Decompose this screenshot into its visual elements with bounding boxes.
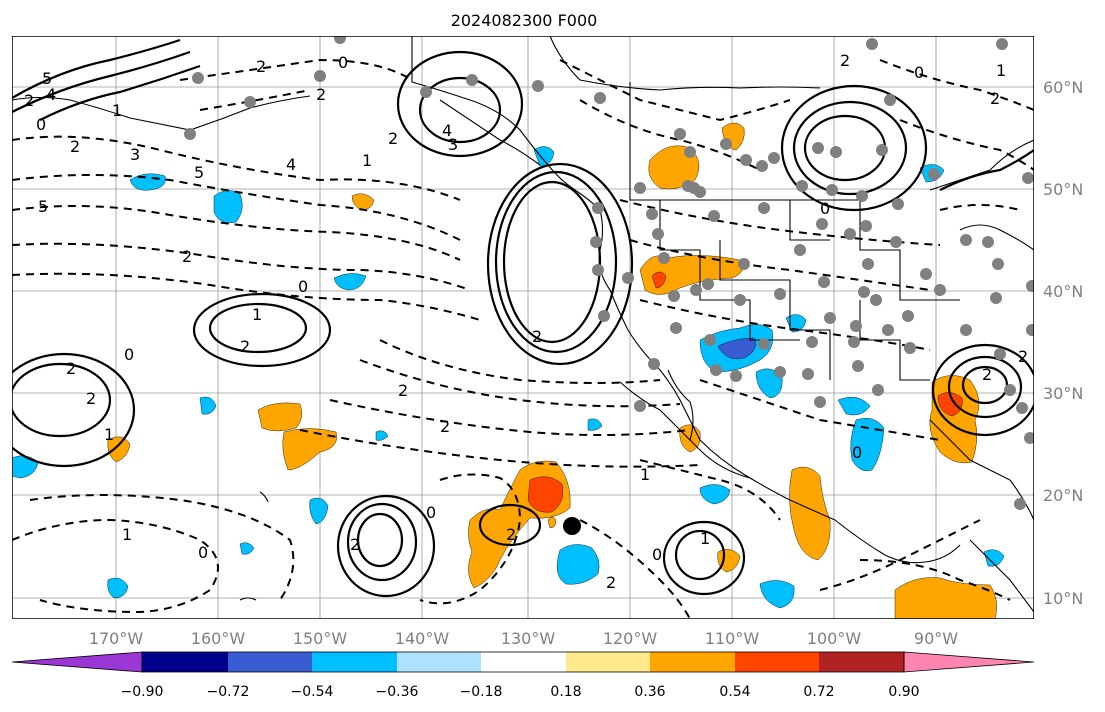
- colorbar-tick-labels: −0.90 −0.72 −0.54 −0.36 −0.18 0.18 0.36 …: [121, 684, 920, 700]
- svg-text:4: 4: [286, 155, 296, 174]
- latitude-tick-labels: 60°N 50°N 40°N 30°N 20°N 10°N: [1043, 78, 1083, 608]
- svg-text:5: 5: [42, 69, 52, 88]
- svg-text:0: 0: [852, 443, 862, 462]
- svg-text:2: 2: [606, 573, 616, 592]
- svg-text:0: 0: [298, 277, 308, 296]
- svg-text:−0.54: −0.54: [291, 684, 334, 700]
- storm-center-marker: [563, 517, 581, 535]
- svg-text:2: 2: [532, 327, 542, 346]
- svg-text:2: 2: [982, 365, 992, 384]
- colorbar-segment: [397, 652, 481, 672]
- svg-text:140°W: 140°W: [395, 629, 450, 648]
- colorbar-segment: [312, 652, 397, 672]
- svg-text:0: 0: [426, 503, 436, 522]
- svg-text:1: 1: [104, 425, 114, 444]
- colorbar-min-extension: [11, 651, 143, 673]
- svg-text:2: 2: [350, 535, 360, 554]
- svg-text:130°W: 130°W: [501, 629, 556, 648]
- svg-text:4: 4: [442, 121, 452, 140]
- svg-text:2: 2: [398, 381, 408, 400]
- dashed-contours: [12, 58, 1034, 619]
- colorbar-segment: [566, 652, 650, 672]
- solid-contours: [12, 38, 1034, 598]
- colorbar-max-extension: [903, 651, 1035, 673]
- svg-text:3: 3: [130, 145, 140, 164]
- svg-text:1: 1: [640, 465, 650, 484]
- svg-text:2: 2: [388, 129, 398, 148]
- colorbar-segment: [228, 652, 312, 672]
- contour-labels: 5 4 2 0 1 2 3 5 2 2 5 4 2 0 1 2 4 3 2 0 …: [24, 51, 1028, 592]
- svg-text:0: 0: [914, 63, 924, 82]
- svg-text:100°W: 100°W: [807, 629, 862, 648]
- svg-text:2: 2: [24, 91, 34, 110]
- colorbar-segment: [819, 652, 904, 672]
- svg-text:50°N: 50°N: [1043, 180, 1083, 199]
- svg-text:2: 2: [316, 85, 326, 104]
- svg-text:0.72: 0.72: [803, 684, 834, 700]
- svg-text:0.90: 0.90: [888, 684, 919, 700]
- svg-text:−0.72: −0.72: [207, 684, 250, 700]
- svg-text:30°N: 30°N: [1043, 384, 1083, 403]
- svg-text:0: 0: [820, 199, 830, 218]
- svg-text:2: 2: [506, 525, 516, 544]
- svg-text:1: 1: [112, 101, 122, 120]
- svg-text:2: 2: [86, 389, 96, 408]
- svg-text:60°N: 60°N: [1043, 78, 1083, 97]
- svg-text:2: 2: [182, 247, 192, 266]
- svg-text:1: 1: [362, 151, 372, 170]
- positive-anomaly-shading: [107, 122, 997, 619]
- svg-text:2: 2: [256, 57, 266, 76]
- svg-text:110°W: 110°W: [705, 629, 760, 648]
- svg-text:10°N: 10°N: [1043, 589, 1083, 608]
- svg-text:0: 0: [652, 545, 662, 564]
- svg-text:3: 3: [448, 135, 458, 154]
- svg-text:1: 1: [122, 525, 132, 544]
- svg-text:0: 0: [36, 115, 46, 134]
- colorbar: −0.90 −0.72 −0.54 −0.36 −0.18 0.18 0.36 …: [11, 651, 1035, 700]
- svg-text:40°N: 40°N: [1043, 282, 1083, 301]
- colorbar-segment: [650, 652, 735, 672]
- svg-text:90°W: 90°W: [914, 629, 958, 648]
- longitude-tick-labels: 170°W 160°W 150°W 140°W 130°W 120°W 110°…: [89, 629, 958, 648]
- svg-text:−0.18: −0.18: [460, 684, 503, 700]
- svg-text:1: 1: [700, 529, 710, 548]
- svg-text:0.54: 0.54: [719, 684, 750, 700]
- svg-text:120°W: 120°W: [603, 629, 658, 648]
- svg-text:2: 2: [990, 89, 1000, 108]
- map-area: 5 4 2 0 1 2 3 5 2 2 5 4 2 0 1 2 4 3 2 0 …: [12, 36, 1034, 619]
- colorbar-segment: [142, 652, 228, 672]
- svg-text:2: 2: [840, 51, 850, 70]
- svg-text:2: 2: [70, 137, 80, 156]
- svg-text:5: 5: [194, 163, 204, 182]
- coastlines: [12, 36, 1034, 613]
- svg-text:160°W: 160°W: [191, 629, 246, 648]
- colorbar-segment: [481, 652, 566, 672]
- colorbar-segment: [735, 652, 819, 672]
- svg-text:1: 1: [252, 305, 262, 324]
- svg-text:20°N: 20°N: [1043, 486, 1083, 505]
- svg-text:−0.90: −0.90: [121, 684, 164, 700]
- svg-text:1: 1: [996, 61, 1006, 80]
- svg-text:0: 0: [198, 543, 208, 562]
- svg-text:0.18: 0.18: [550, 684, 581, 700]
- svg-text:0: 0: [124, 345, 134, 364]
- svg-text:−0.36: −0.36: [376, 684, 419, 700]
- svg-text:170°W: 170°W: [89, 629, 144, 648]
- negative-anomaly-shading: [12, 146, 1005, 609]
- svg-text:2: 2: [1018, 347, 1028, 366]
- svg-text:5: 5: [38, 197, 48, 216]
- station-markers: [184, 36, 1034, 510]
- svg-text:2: 2: [240, 337, 250, 356]
- svg-text:150°W: 150°W: [293, 629, 348, 648]
- svg-text:0: 0: [338, 53, 348, 72]
- svg-text:2: 2: [66, 359, 76, 378]
- map-title: 2024082300 F000: [451, 11, 598, 30]
- svg-text:4: 4: [46, 85, 56, 104]
- svg-text:0.36: 0.36: [634, 684, 665, 700]
- svg-text:2: 2: [440, 417, 450, 436]
